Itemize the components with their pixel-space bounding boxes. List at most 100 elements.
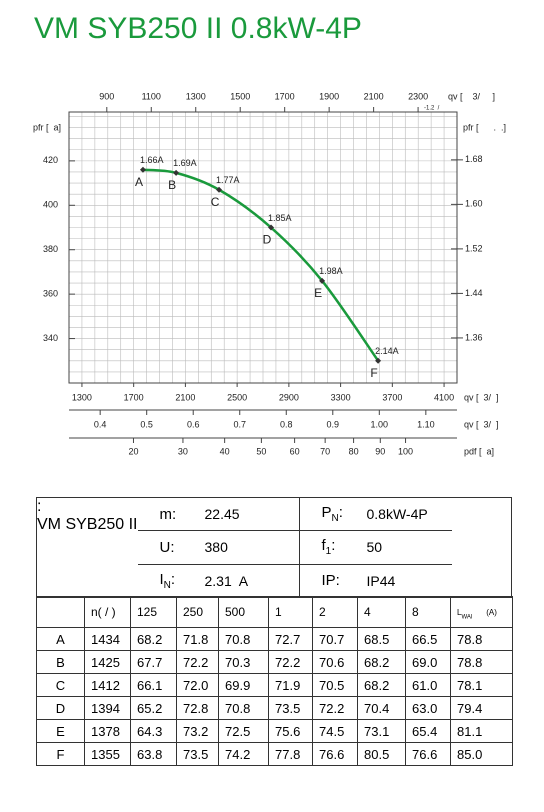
table-row: B 1425 67.7 72.2 70.3 72.2 70.6 68.2 69.0 78.8: [36, 650, 513, 674]
table-cell: 73.5: [176, 742, 219, 766]
spec-box: : VM SYB250 II m: 22.45 U: 380 IN: 2.31 A PN: 0.8…: [36, 497, 512, 598]
model-cell: : VM SYB250 II: [37, 498, 138, 597]
table-cell: 73.2: [176, 719, 219, 743]
table-cell: 72.7: [268, 627, 313, 651]
level-header-unit: (A): [486, 607, 497, 617]
table-cell: 65.4: [405, 719, 451, 743]
point-label: A: [135, 175, 143, 189]
x4-tick-label: 30: [178, 446, 188, 456]
table-cell: 73.1: [357, 719, 406, 743]
current-label: 1.98A: [319, 266, 343, 276]
table-cell: 79.4: [450, 696, 513, 720]
table-cell: 73.5: [268, 696, 313, 720]
chart-title: VM SYB250 II 0.8kW-4P: [34, 12, 362, 45]
x2-axis-label: qv [ 3/ ]: [448, 91, 495, 101]
table-cell: 1425: [84, 650, 131, 674]
y-tick-label: 420: [43, 155, 58, 165]
x2-tick-label: 2100: [364, 91, 384, 101]
table-cell: 80.5: [357, 742, 406, 766]
table-cell: B: [36, 650, 85, 674]
x-tick-label: 3700: [382, 392, 402, 402]
header-cell: n( / ): [84, 596, 131, 628]
point-marker: [216, 186, 223, 193]
current-label: 1.66A: [140, 155, 164, 165]
spec-label-text: P: [321, 504, 332, 522]
table-cell: 72.2: [312, 696, 358, 720]
table-cell: 75.6: [268, 719, 313, 743]
x3-tick-label: 0.8: [280, 419, 293, 429]
table-cell: 1412: [84, 673, 131, 697]
table-cell: 70.8: [218, 696, 269, 720]
table-cell: 70.6: [312, 650, 358, 674]
header-cell: 125: [130, 596, 177, 628]
x2-tick-label: 1500: [230, 91, 250, 101]
spec-value: 50: [366, 539, 383, 556]
spec-label: m:: [138, 506, 205, 523]
table-cell: 72.0: [176, 673, 219, 697]
x3-tick-label: 0.4: [94, 419, 107, 429]
point-marker: [173, 169, 180, 176]
table-cell: 63.8: [130, 742, 177, 766]
table-cell: 68.5: [357, 627, 406, 651]
header-cell: 4: [357, 596, 406, 628]
x4-tick-label: 90: [375, 446, 385, 456]
x4-tick-label: 20: [128, 446, 138, 456]
table-cell: A: [36, 627, 85, 651]
table-cell: 70.4: [357, 696, 406, 720]
current-label: 2.14A: [375, 346, 399, 356]
point-label: C: [211, 195, 220, 209]
y-tick-label: 380: [43, 244, 58, 254]
x-tick-label: 2100: [175, 392, 195, 402]
table-cell: 72.2: [268, 650, 313, 674]
table-cell: 78.1: [450, 673, 513, 697]
y2-tick-label: 1.44: [465, 288, 483, 298]
table-cell: C: [36, 673, 85, 697]
spec-label-sub: N: [331, 513, 339, 525]
point-marker: [375, 357, 382, 364]
table-cell: 68.2: [130, 627, 177, 651]
x2-axis-note: -1.2 /: [424, 106, 440, 112]
header-cell: LWAl (A): [450, 596, 513, 628]
point-marker: [139, 166, 146, 173]
spec-label-text: f: [321, 537, 326, 555]
table-cell: E: [36, 719, 85, 743]
x4-tick-label: 80: [349, 446, 359, 456]
table-cell: 71.9: [268, 673, 313, 697]
x-tick-label: 2900: [279, 392, 299, 402]
spec-value: 0.8kW-4P: [366, 506, 428, 523]
spec-label-text: IP:: [321, 572, 340, 590]
table-cell: 68.2: [357, 650, 406, 674]
table-cell: 65.2: [130, 696, 177, 720]
table-cell: 63.0: [405, 696, 451, 720]
plot-frame: [68, 111, 458, 384]
y-axis-label: pfr [ a]: [33, 122, 61, 132]
x3-axis-label: qv [ 3/ ]: [464, 419, 499, 429]
table-cell: 61.0: [405, 673, 451, 697]
table-cell: 71.8: [176, 627, 219, 651]
model-name: VM SYB250 II: [37, 516, 138, 533]
table-cell: F: [36, 742, 85, 766]
x2-tick-label: 900: [99, 91, 114, 101]
table-row: C 1412 66.1 72.0 69.9 71.9 70.5 68.2 61.0 78.1: [36, 673, 513, 697]
spec-cell: f1: 50: [299, 531, 452, 565]
header-cell: 8: [405, 596, 451, 628]
point-label: E: [314, 286, 322, 300]
level-header: L: [457, 607, 462, 617]
x2-tick-label: 1900: [319, 91, 339, 101]
table-cell: 70.7: [312, 627, 358, 651]
x2-tick-label: 1100: [142, 91, 161, 101]
point-label: B: [168, 178, 176, 192]
spec-label-text: m:: [159, 505, 177, 523]
table-row: D 1394 65.2 72.8 70.8 73.5 72.2 70.4 63.0 79.4: [36, 696, 513, 720]
y2-tick-label: 1.68: [465, 154, 483, 164]
table-row: A 1434 68.2 71.8 70.8 72.7 70.7 68.5 66.5 78.8: [36, 627, 513, 651]
point-label: F: [370, 366, 377, 380]
table-cell: 1378: [84, 719, 131, 743]
level-header-sub: WAl: [461, 614, 473, 621]
spec-label-text: U:: [159, 538, 175, 556]
table-cell: 81.1: [450, 719, 513, 743]
table-cell: 67.7: [130, 650, 177, 674]
x3-tick-label: 0.5: [140, 419, 153, 429]
x-axis-label: qv [ 3/ ]: [464, 392, 499, 402]
point-marker: [268, 224, 275, 231]
